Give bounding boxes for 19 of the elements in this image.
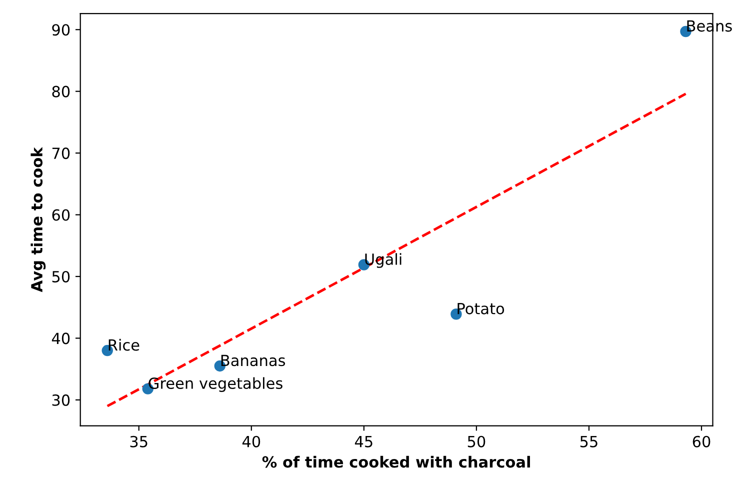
y-axis-title: Avg time to cook (30, 146, 46, 292)
y-tick-label: 60 (52, 209, 70, 221)
y-tick-label: 40 (52, 332, 70, 344)
y-tick-label: 70 (52, 148, 70, 160)
y-tick-label: 80 (52, 86, 70, 98)
annotation: Potato (458, 302, 504, 314)
y-tick-label: 90 (52, 24, 70, 36)
x-tick-label: 50 (468, 436, 486, 448)
annotation: Rice (108, 338, 140, 351)
y-tick-label: 30 (52, 394, 70, 406)
x-tick-label: 60 (692, 436, 710, 448)
x-axis-title: % of time cooked with charcoal (262, 456, 530, 468)
x-tick-label: 35 (130, 436, 148, 448)
y-tick-label: 50 (52, 270, 70, 283)
line-series (106, 92, 687, 408)
annotation: Bananas (221, 354, 286, 366)
x-tick-label: 55 (580, 436, 598, 448)
x-tick-label: 40 (242, 436, 260, 448)
x-tick-label: 45 (354, 436, 372, 448)
